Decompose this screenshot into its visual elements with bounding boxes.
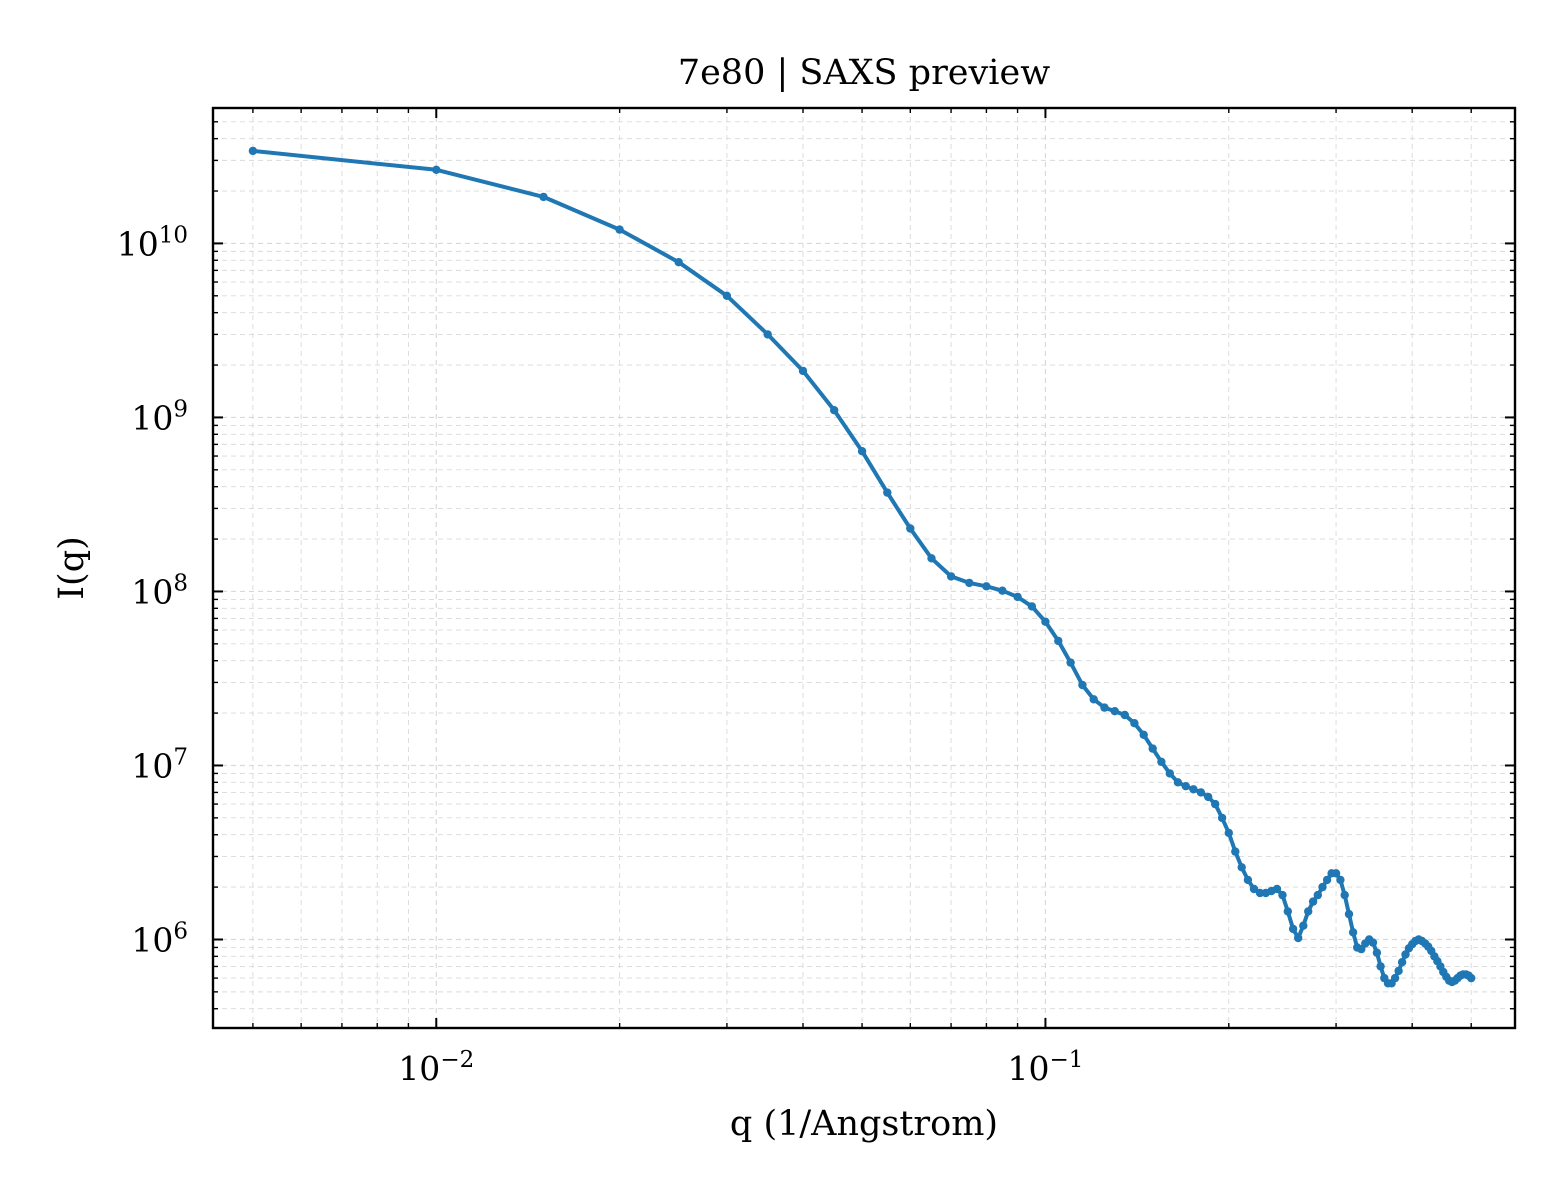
data-point <box>1249 884 1259 894</box>
data-point <box>1100 703 1109 712</box>
data-point <box>1231 847 1240 856</box>
data-point <box>1318 882 1327 892</box>
x-tick-label: 10−2 <box>398 1047 474 1088</box>
chart-title: 7e80 | SAXS preview <box>678 53 1050 93</box>
data-point <box>1401 950 1410 959</box>
data-point <box>1027 602 1037 611</box>
data-point <box>1224 828 1234 838</box>
data-point <box>1148 744 1157 753</box>
data-point <box>1376 962 1385 971</box>
data-point <box>674 258 683 267</box>
data-point <box>965 578 974 588</box>
data-point <box>1054 636 1063 646</box>
data-point <box>946 572 956 581</box>
data-point <box>998 586 1007 595</box>
data-point <box>248 146 258 156</box>
y-tick-label: 109 <box>131 396 188 437</box>
data-point <box>1278 890 1287 900</box>
data-point <box>1394 966 1403 976</box>
axis-ticks: 10−2 10−1 106 107 108 109 1010 <box>117 107 1515 1088</box>
y-tick-label: 1010 <box>117 222 188 263</box>
data-point <box>1390 973 1400 983</box>
data-point <box>1255 888 1265 898</box>
data-point <box>1211 799 1220 809</box>
data-point <box>1331 869 1341 878</box>
y-tick-label: 107 <box>131 744 188 785</box>
data-point <box>1313 890 1323 900</box>
data-point <box>1294 933 1303 943</box>
data-point <box>830 406 839 415</box>
data-point <box>722 291 732 300</box>
data-point <box>1196 788 1206 797</box>
data-point <box>1299 921 1308 930</box>
data-point <box>1308 897 1318 906</box>
data-point <box>1283 907 1293 916</box>
plot-frame <box>211 106 1517 1030</box>
y-tick-label: 108 <box>131 570 188 611</box>
data-point <box>1139 730 1148 739</box>
y-axis-label: I(q) <box>52 536 92 600</box>
data-point <box>1041 617 1050 626</box>
data-point <box>1272 884 1282 894</box>
data-point <box>1288 924 1298 934</box>
data-point <box>927 554 936 563</box>
data-point <box>1130 719 1139 728</box>
grid-lines <box>213 107 1515 1028</box>
data-point <box>1340 890 1349 900</box>
data-point <box>1066 658 1075 667</box>
data-point <box>1120 710 1130 720</box>
data-point <box>1397 958 1407 967</box>
data-point <box>1243 875 1253 885</box>
data-point <box>1322 875 1332 885</box>
data-point <box>432 165 441 174</box>
data-point <box>857 447 867 456</box>
y-tick-label: 106 <box>131 918 188 959</box>
data-point <box>1165 769 1175 778</box>
data-point <box>1217 813 1227 823</box>
data-point <box>1089 695 1098 704</box>
data-point <box>1013 592 1022 602</box>
data-point <box>1336 875 1345 885</box>
x-axis-label: q (1/Angstrom) <box>730 1104 998 1144</box>
data-point <box>883 488 892 497</box>
data-point <box>1157 757 1166 766</box>
data-point <box>1237 863 1246 872</box>
data-point <box>1372 948 1382 957</box>
data-point <box>615 225 624 234</box>
data-point <box>1189 785 1198 794</box>
data-point <box>1348 928 1358 937</box>
series-layer <box>248 146 1476 988</box>
data-point <box>763 330 772 339</box>
data-point <box>982 582 991 591</box>
data-point <box>1467 973 1476 983</box>
data-point <box>906 524 915 533</box>
data-point <box>798 366 808 376</box>
data-point <box>1344 909 1354 919</box>
x-tick-label: 10−1 <box>1007 1047 1083 1088</box>
data-point <box>1110 707 1120 716</box>
data-point <box>1368 938 1378 947</box>
data-point <box>1173 778 1183 787</box>
data-point <box>1078 680 1087 690</box>
data-point <box>1204 792 1213 802</box>
data-point <box>539 192 548 202</box>
data-point <box>1304 907 1313 916</box>
data-point <box>1181 782 1191 791</box>
